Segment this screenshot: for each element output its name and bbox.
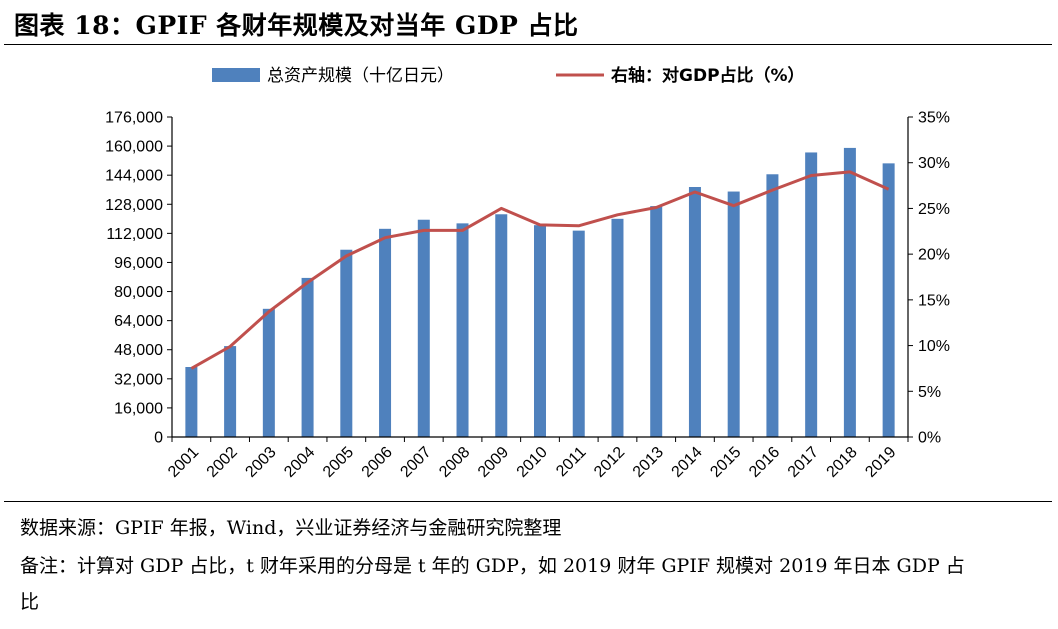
- bar-2006: [379, 228, 392, 437]
- y-right-tick-label: 5%: [918, 384, 941, 401]
- y-left-tick-label: 64,000: [114, 313, 163, 330]
- bar-2001: [185, 367, 198, 437]
- x-tick-label-2004: 2004: [281, 444, 318, 481]
- x-tick-label-2006: 2006: [359, 444, 396, 481]
- bar-2010: [534, 225, 546, 437]
- source-rule: [4, 501, 1052, 502]
- bar-2003: [262, 308, 275, 437]
- bar-2005: [340, 249, 353, 437]
- x-tick-label-2018: 2018: [824, 444, 861, 481]
- x-tick-label-2016: 2016: [746, 444, 783, 481]
- bar-2007: [417, 219, 430, 437]
- y-left-tick-label: 0: [154, 430, 163, 447]
- x-tick-label-2013: 2013: [630, 444, 667, 481]
- y-right-tick-label: 10%: [918, 338, 950, 355]
- x-tick-label-2010: 2010: [514, 444, 551, 481]
- chart: 0 16,000 32,000 48,000 64,000 80,000 96,000 112…: [105, 65, 950, 481]
- y-left-tick-label: 176,000: [105, 110, 163, 127]
- bar-2011: [572, 230, 585, 437]
- legend-label-line: 右轴：对GDP占比（%）: [611, 65, 805, 86]
- x-tick-label-2014: 2014: [669, 444, 706, 481]
- x-tick-label-2008: 2008: [436, 444, 473, 481]
- bar-2012: [611, 218, 624, 437]
- x-tick-label-2007: 2007: [397, 444, 434, 481]
- bar-2004: [301, 277, 314, 437]
- y-left-tick-label: 144,000: [105, 168, 163, 185]
- x-tick-label-2002: 2002: [204, 444, 241, 481]
- bar-2002: [224, 346, 237, 437]
- y-left-tick-label: 112,000: [106, 226, 163, 243]
- y-left-tick-label: 96,000: [114, 255, 163, 272]
- y-left-tick-label: 80,000: [114, 284, 163, 301]
- bar-2016: [766, 174, 779, 437]
- y-right-tick-label: 25%: [918, 201, 950, 218]
- footnote-line-2: 比: [20, 591, 40, 613]
- x-tick-label-2011: 2011: [553, 444, 589, 480]
- y-right-tick-label: 35%: [918, 110, 950, 127]
- x-tick-label-2015: 2015: [707, 444, 744, 481]
- x-tick-label-2001: 2001: [165, 444, 202, 481]
- y-right-tick-label: 15%: [918, 292, 950, 309]
- x-tick-label-2017: 2017: [785, 444, 822, 481]
- y-right-tick-label: 0%: [918, 430, 941, 447]
- legend-swatch-bar: [212, 68, 260, 82]
- bar-2015: [727, 191, 740, 437]
- y-left-tick-label: 128,000: [105, 197, 163, 214]
- y-left-tick-label: 16,000: [114, 400, 163, 417]
- x-tick-label-2019: 2019: [862, 444, 899, 481]
- figure-title: 图表 18：GPIF 各财年规模及对当年 GDP 占比: [14, 11, 579, 40]
- y-left-tick-label: 32,000: [114, 371, 163, 388]
- y-right-tick-label: 20%: [918, 247, 950, 264]
- bar-2014: [688, 187, 701, 437]
- x-tick-label-2005: 2005: [320, 444, 357, 481]
- title-rule: [4, 44, 1052, 45]
- y-right-tick-label: 30%: [918, 155, 950, 172]
- x-tick-label-2003: 2003: [242, 444, 279, 481]
- x-tick-label-2012: 2012: [591, 444, 628, 481]
- bar-2017: [805, 152, 818, 438]
- bar-2013: [650, 206, 663, 437]
- gdp-ratio-line: [190, 170, 890, 370]
- y-left-tick-label: 48,000: [114, 342, 163, 359]
- bar-2008: [456, 223, 469, 437]
- bar-2019: [882, 163, 895, 437]
- legend-label-bar: 总资产规模（十亿日元）: [267, 66, 454, 86]
- source-note: 数据来源：GPIF 年报，Wind，兴业证券经济与金融研究院整理: [20, 517, 562, 539]
- footnote-line-1: 备注：计算对 GDP 占比，t 财年采用的分母是 t 年的 GDP，如 2019…: [20, 555, 965, 577]
- bar-2009: [495, 214, 508, 437]
- bar-2018: [843, 147, 856, 437]
- y-left-tick-label: 160,000: [105, 139, 163, 156]
- x-tick-label-2009: 2009: [475, 444, 512, 481]
